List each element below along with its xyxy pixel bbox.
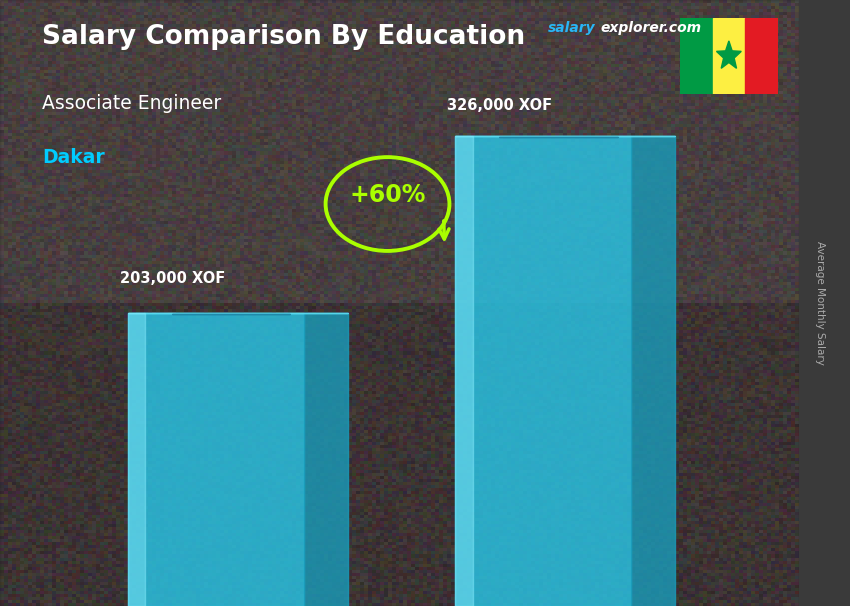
- Text: salary: salary: [548, 21, 596, 35]
- Bar: [680, 18, 712, 94]
- Polygon shape: [456, 136, 632, 606]
- Bar: [745, 18, 778, 94]
- Text: 203,000 XOF: 203,000 XOF: [120, 271, 225, 286]
- Text: Dakar: Dakar: [42, 148, 105, 167]
- Polygon shape: [128, 313, 145, 606]
- Text: explorer.com: explorer.com: [600, 21, 701, 35]
- Text: Salary Comparison By Education: Salary Comparison By Education: [42, 24, 525, 50]
- Polygon shape: [632, 136, 675, 606]
- Polygon shape: [303, 313, 348, 606]
- Text: +60%: +60%: [349, 184, 426, 207]
- Polygon shape: [717, 41, 741, 68]
- Text: 326,000 XOF: 326,000 XOF: [447, 98, 552, 113]
- Text: Associate Engineer: Associate Engineer: [42, 94, 222, 113]
- Text: Average Monthly Salary: Average Monthly Salary: [815, 241, 825, 365]
- Polygon shape: [456, 136, 473, 606]
- Polygon shape: [128, 313, 303, 606]
- Bar: [712, 18, 745, 94]
